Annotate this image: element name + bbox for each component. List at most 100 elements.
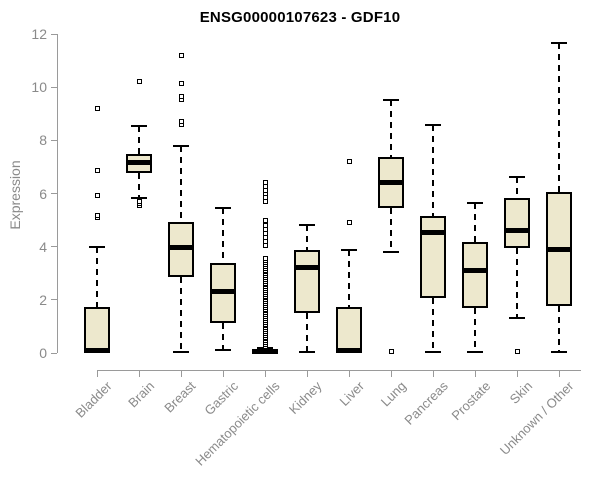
x-axis-tick [97,370,98,377]
x-axis-label-kidney: Kidney [286,378,325,418]
x-axis-label-hematopoietic-cells: Hematopoietic cells [192,378,283,469]
upper-whisker-prostate [474,203,476,243]
median-unknown-other [546,246,572,252]
y-axis-tick [51,86,57,88]
median-kidney [294,265,320,271]
lower-whisker-cap-gastric [215,349,231,352]
median-hematopoietic-cells [252,349,278,355]
lower-whisker-brain [138,172,140,199]
x-axis-tick [265,370,266,377]
x-axis-line [97,370,581,371]
y-axis-tick [51,33,57,35]
outlier-bladder [94,212,100,218]
x-axis-tick [223,370,224,377]
outlier-hematopoietic-cells [262,217,268,223]
upper-whisker-cap-gastric [215,207,231,210]
y-axis-tick-label: 0 [39,345,47,361]
lower-whisker-cap-kidney [299,350,315,353]
x-axis-label-prostate: Prostate [448,378,493,424]
upper-whisker-cap-kidney [299,224,315,227]
upper-whisker-cap-brain [131,124,147,127]
upper-whisker-cap-prostate [467,202,483,205]
y-axis-tick-label: 2 [39,291,47,308]
x-axis-label-breast: Breast [161,378,199,416]
outlier-breast [178,93,184,99]
upper-whisker-liver [348,250,350,307]
lower-whisker-cap-unknown-other [551,350,567,353]
upper-whisker-gastric [222,208,224,264]
x-axis-label-pancreas: Pancreas [401,378,451,428]
lower-whisker-cap-skin [509,316,525,319]
median-prostate [462,267,488,273]
upper-whisker-brain [138,125,140,154]
median-pancreas [420,229,446,235]
lower-whisker-cap-lung [383,250,399,253]
x-axis-label-unknown-other: Unknown / Other [497,378,577,458]
y-axis-tick-label: 8 [39,132,47,149]
upper-whisker-cap-pancreas [425,124,441,127]
upper-whisker-kidney [306,225,308,251]
upper-whisker-lung [390,100,392,157]
upper-whisker-hematopoietic-cells [264,348,266,351]
median-liver [336,347,362,353]
median-bladder [84,347,110,353]
outlier-breast [178,80,184,86]
outlier-liver [346,159,352,165]
x-axis-label-skin: Skin [506,378,535,407]
lower-whisker-cap-prostate [467,350,483,353]
lower-whisker-cap-breast [173,350,189,353]
x-axis-tick [391,370,392,377]
x-axis-tick [475,370,476,377]
x-axis-tick [559,370,560,377]
upper-whisker-cap-skin [509,176,525,179]
y-axis-tick [51,299,57,301]
upper-whisker-bladder [96,246,98,307]
x-axis-label-brain: Brain [124,378,157,411]
x-axis-label-gastric: Gastric [201,378,241,419]
outlier-breast [178,118,184,124]
x-axis-label-bladder: Bladder [72,378,115,421]
lower-whisker-skin [516,247,518,318]
outlier-lung [388,349,394,355]
box-kidney [294,250,320,314]
lower-whisker-cap-brain [131,197,147,200]
upper-whisker-unknown-other [558,43,560,193]
lower-whisker-pancreas [432,297,434,352]
x-axis-label-lung: Lung [377,378,409,410]
outlier-hematopoietic-cells [262,256,268,262]
outlier-bladder [94,105,100,111]
x-axis-tick [349,370,350,377]
outlier-bladder [94,192,100,198]
outlier-liver [346,220,352,226]
upper-whisker-cap-liver [341,249,357,252]
median-gastric [210,289,236,295]
x-axis-tick [433,370,434,377]
median-brain [126,160,152,166]
y-axis-tick [51,139,57,141]
outlier-brain [136,198,142,204]
median-skin [504,227,530,233]
lower-whisker-kidney [306,313,308,352]
median-lung [378,180,404,186]
upper-whisker-skin [516,177,518,199]
outlier-brain [136,79,142,85]
upper-whisker-cap-breast [173,144,189,147]
lower-whisker-cap-pancreas [425,350,441,353]
lower-whisker-breast [180,276,182,352]
y-axis-line [57,34,58,353]
y-axis-tick [51,193,57,194]
outlier-hematopoietic-cells [262,222,268,228]
upper-whisker-breast [180,145,182,223]
x-axis-tick [307,370,308,377]
upper-whisker-pancreas [432,125,434,217]
upper-whisker-cap-lung [383,99,399,102]
x-axis-label-liver: Liver [336,378,367,409]
lower-whisker-lung [390,208,392,252]
box-prostate [462,242,488,308]
y-axis-tick-label: 4 [39,238,47,255]
x-axis-tick [517,370,518,377]
y-axis-tick-label: 10 [31,79,47,96]
outlier-breast [178,52,184,58]
outlier-bladder [94,168,100,174]
x-axis-tick [181,370,182,377]
